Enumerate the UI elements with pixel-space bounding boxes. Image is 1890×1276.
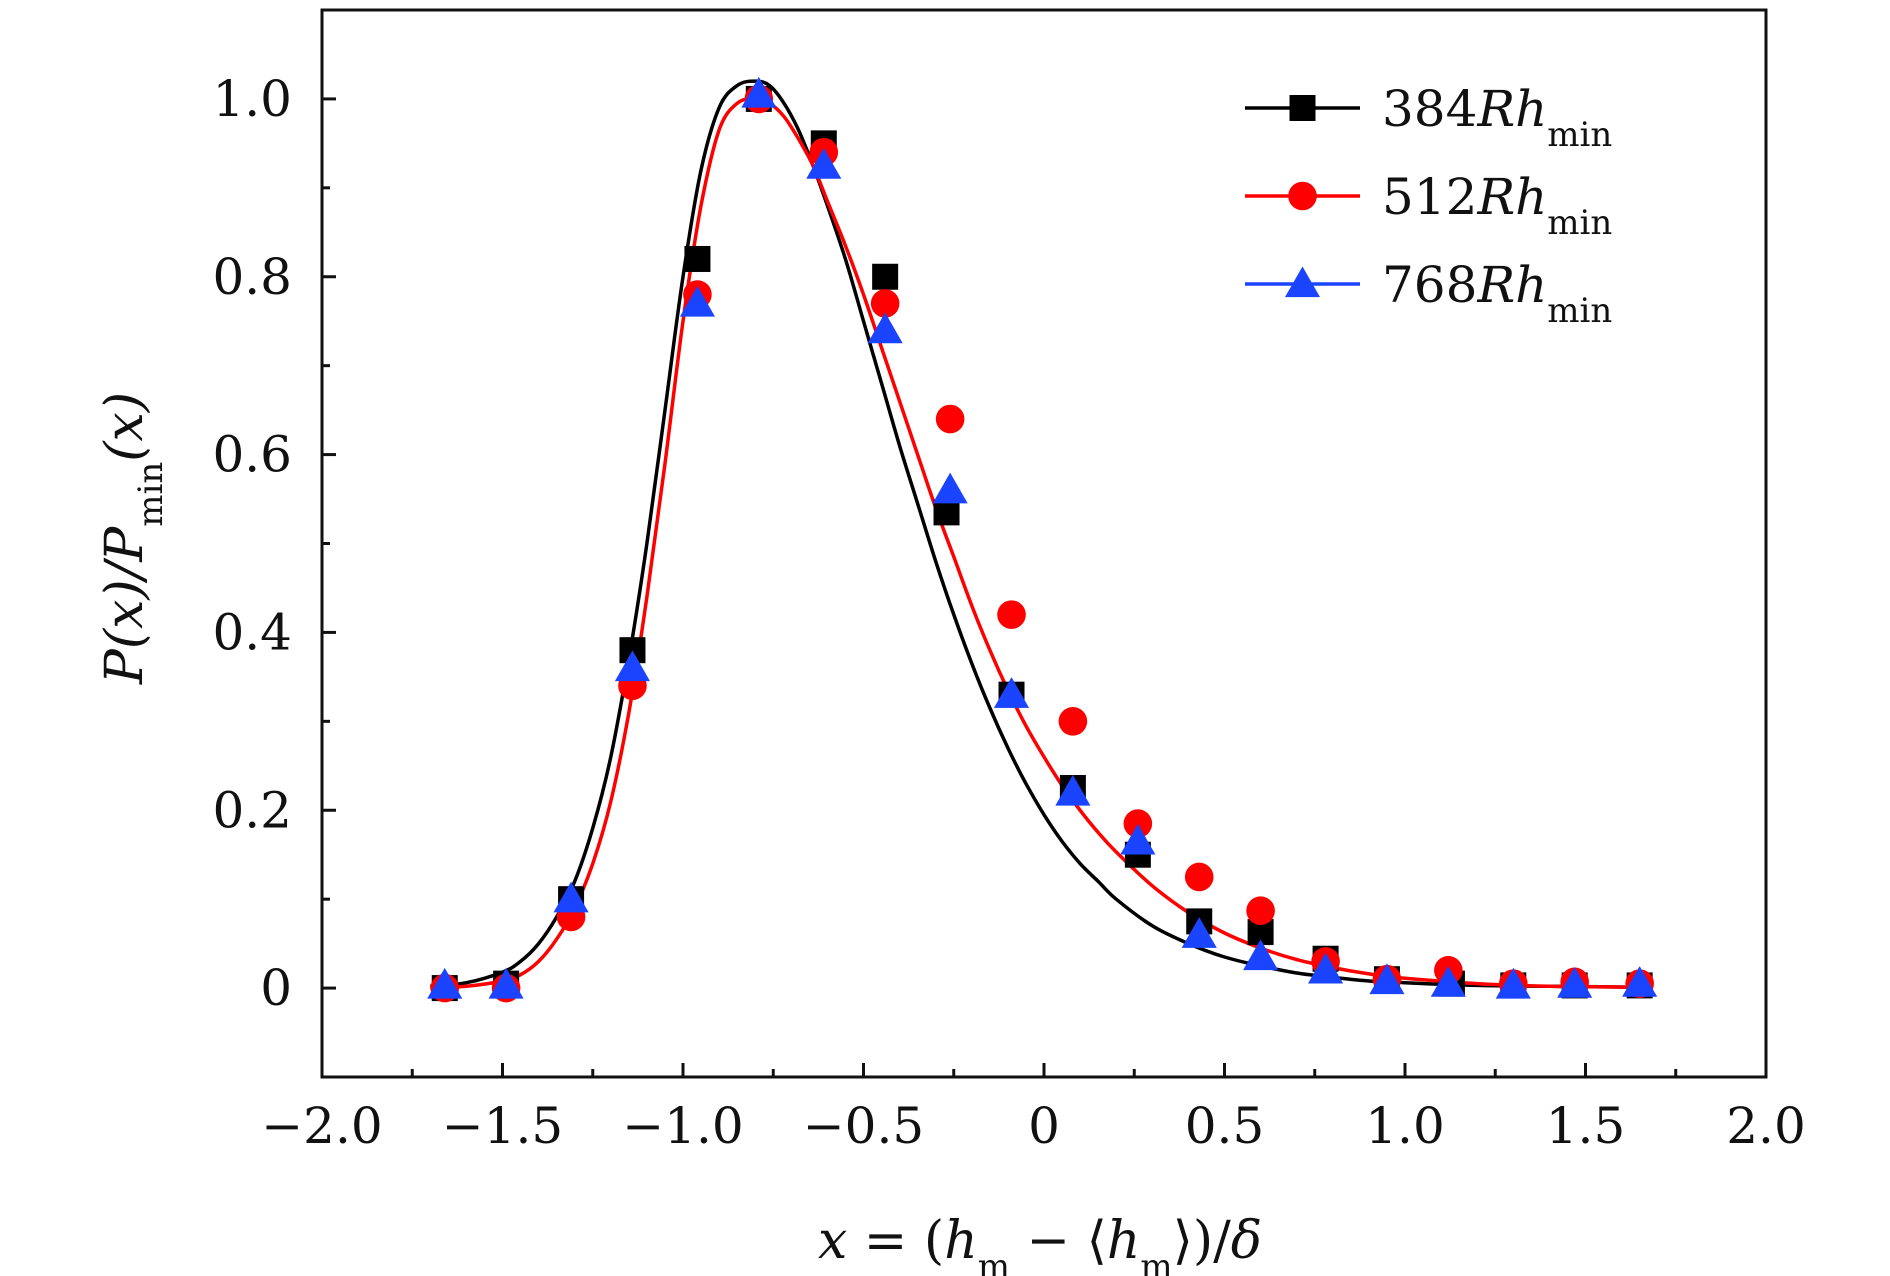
data-point-circle	[870, 289, 900, 318]
legend-marker	[1289, 95, 1316, 121]
x-tick-label: 1.5	[1546, 1097, 1626, 1155]
x-tick-label: 0	[1028, 1097, 1060, 1155]
y-tick-label: 0.2	[212, 781, 292, 839]
data-point-triangle	[679, 285, 715, 317]
y-tick-label: 0.8	[212, 248, 292, 306]
data-point-circle	[1058, 707, 1088, 736]
data-point-square	[872, 263, 899, 290]
x-tick-label: −1.0	[622, 1097, 743, 1155]
data-point-triangle	[867, 312, 903, 344]
legend-label: 384Rhmin	[1382, 80, 1612, 155]
data-point-square	[684, 245, 711, 272]
plot-frame	[320, 8, 1768, 1079]
data-point-circle	[935, 404, 965, 434]
y-tick-label: 0	[260, 959, 292, 1017]
plot-area	[320, 8, 1768, 1079]
y-tick-label: 0.4	[212, 603, 292, 661]
data-point-triangle	[553, 881, 589, 913]
data-point-triangle	[1055, 774, 1091, 806]
ticks-layer	[320, 8, 1768, 1079]
tick-labels: −2.0 −1.5 −1.0 −0.5 0 0.5 1.0 1.5 2.0 0 0.2 0.4 0.6 0…	[212, 70, 1805, 1155]
data-point-triangle	[1430, 966, 1466, 997]
data-point-circle	[997, 600, 1026, 629]
y-tick-label: 0.6	[212, 426, 292, 484]
data-point-triangle	[1181, 917, 1217, 948]
data-point-triangle	[932, 472, 968, 504]
data-point-square	[933, 499, 960, 526]
data-point-circle	[1246, 896, 1275, 926]
x-axis-title: x = (hm − ⟨hm⟩)/δ	[818, 1211, 1262, 1276]
data-point-triangle	[1557, 966, 1593, 998]
data-point-triangle	[1369, 963, 1405, 995]
data-point-triangle	[1308, 952, 1344, 984]
legend-label: 512Rhmin	[1382, 168, 1612, 243]
data-point-triangle	[993, 677, 1030, 708]
legend-marker	[1284, 266, 1321, 298]
x-tick-label: −2.0	[261, 1097, 382, 1155]
legend-marker	[1288, 181, 1317, 211]
x-tick-label: 1.0	[1365, 1097, 1445, 1155]
x-tick-label: 0.5	[1185, 1097, 1265, 1155]
data-point-triangle	[427, 967, 463, 999]
fit-line-circle	[430, 97, 1640, 990]
data-point-triangle	[1495, 967, 1531, 999]
y-axis-title: P(x)/Pmin(x)	[95, 392, 171, 685]
data-point-triangle	[1622, 966, 1658, 997]
x-tick-label: −1.5	[442, 1097, 563, 1155]
data-point-triangle	[614, 650, 651, 682]
data-markers	[427, 76, 1658, 1003]
data-point-triangle	[488, 967, 524, 999]
fit-lines	[430, 79, 1640, 990]
data-point-triangle	[1243, 939, 1279, 971]
data-point-triangle	[741, 76, 777, 108]
x-tick-label: −0.5	[803, 1097, 924, 1155]
data-point-circle	[1184, 862, 1214, 892]
data-point-circle	[1123, 809, 1153, 838]
y-tick-label: 1.0	[212, 70, 292, 128]
fit-line-square	[430, 79, 1640, 989]
legend: 384Rhmin 512Rhmin 768Rhmin	[1245, 80, 1612, 331]
x-tick-label: 2.0	[1726, 1097, 1806, 1155]
data-point-triangle	[806, 148, 842, 179]
data-point-triangle	[1120, 823, 1156, 855]
legend-label: 768Rhmin	[1382, 256, 1612, 331]
